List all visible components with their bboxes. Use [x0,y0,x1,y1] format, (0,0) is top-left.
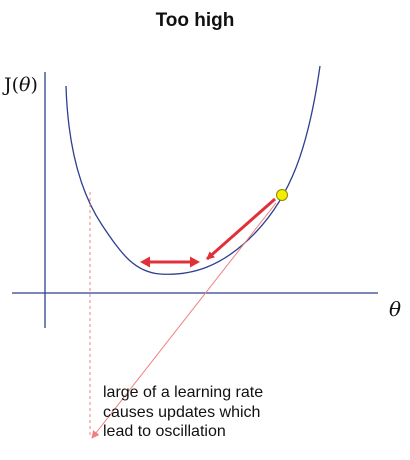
cost-curve [66,66,320,274]
x-axis-label: θ [389,297,401,321]
caption-line-1: large of a learning rate [103,383,333,403]
caption-line-3: lead to oscillation [103,422,333,442]
y-axis-label: J(θ) [4,74,38,96]
y-axis-label-theta: θ [19,74,30,96]
annotation-caption: large of a learning rate causes updates … [103,383,333,442]
y-axis-label-prefix: J( [4,74,19,96]
y-axis-label-suffix: ) [30,74,37,96]
update-step-arrow-2 [140,257,200,268]
update-step-arrow-1 [207,199,275,259]
current-parameter-point [277,190,288,201]
caption-line-2: causes updates which [103,403,333,423]
